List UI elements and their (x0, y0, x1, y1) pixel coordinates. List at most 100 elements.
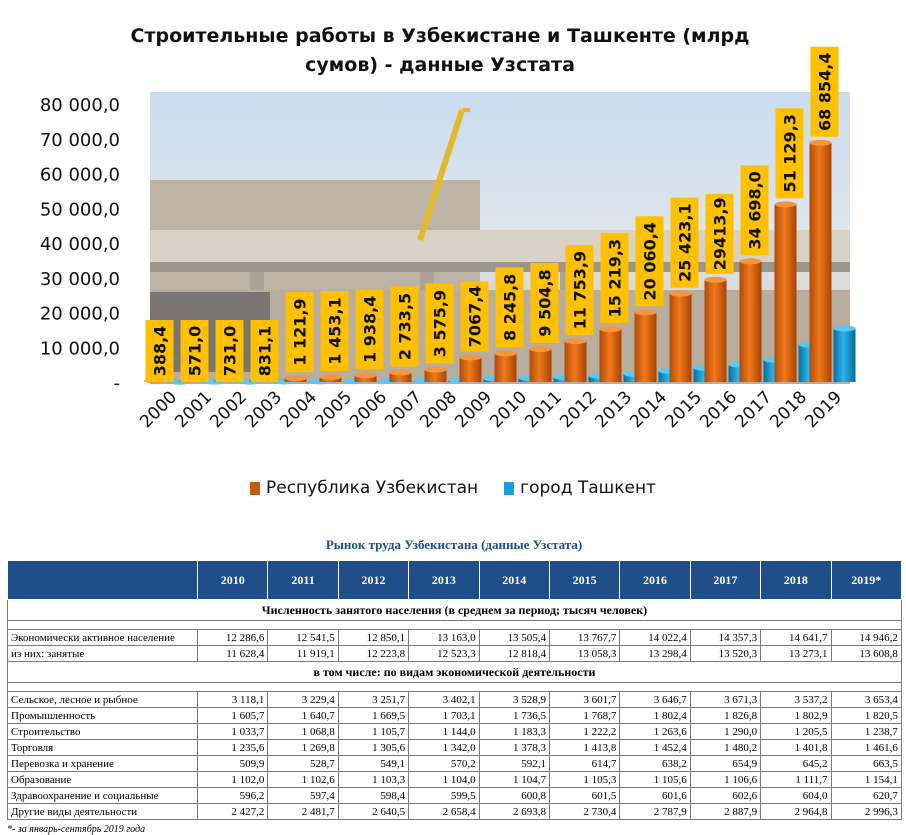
row-label: Здравоохранение и социальные (7, 787, 198, 804)
spacer-row (7, 620, 902, 630)
x-tick-label-2016: 2016 (696, 387, 741, 432)
row-label: Перевозка и хранение (7, 755, 198, 772)
bar-top-uzbekistan-2007 (389, 369, 412, 376)
bar-top-uzbekistan-2019 (809, 139, 832, 146)
table-cell: 3 528,9 (478, 691, 550, 708)
table-cell: 13 058,3 (548, 645, 621, 662)
labor-market-table-section: Рынок труда Узбекистана (данные Узстата)… (7, 530, 902, 835)
year-header: 2013 (408, 560, 480, 600)
table-cell: 599,5 (408, 787, 480, 804)
table-cell: 1 103,3 (337, 771, 410, 788)
year-header: 2011 (267, 560, 339, 600)
table-cell: 654,9 (689, 755, 762, 772)
y-tick-label: 80 000,0 (40, 95, 120, 116)
bar-uzbekistan-2012 (564, 341, 587, 382)
data-label-box-2006 (355, 289, 384, 370)
data-label-2000: 388,4 (151, 326, 170, 377)
table-cell: 1 290,0 (689, 723, 762, 740)
year-header: 2012 (337, 560, 410, 600)
table-cell: 1 305,6 (337, 739, 410, 756)
bar-top-uzbekistan-2004 (284, 375, 307, 382)
bar-top-uzbekistan-2011 (529, 345, 552, 352)
table-cell: 13 163,0 (408, 629, 480, 646)
table-cell: 620,7 (830, 787, 902, 804)
table-cell: 14 641,7 (760, 629, 832, 646)
data-label-box-2000 (145, 320, 174, 382)
bar-uzbekistan-2011 (529, 348, 552, 382)
table-cell: 12 286,6 (196, 629, 269, 646)
table-cell: 663,5 (830, 755, 902, 772)
bar-top-uzbekistan-2013 (599, 326, 622, 333)
table-cell: 1 269,8 (267, 739, 339, 756)
table-cell: 2 481,7 (267, 803, 339, 820)
y-tick-label: 60 000,0 (40, 165, 120, 186)
data-label-2015: 25 423,1 (676, 203, 695, 281)
table-cell: 1 205,5 (760, 723, 832, 740)
spacer-cell (7, 620, 902, 630)
table-cell: 604,0 (760, 787, 832, 804)
legend-swatch-orange (250, 481, 260, 495)
data-label-2004: 1 121,9 (291, 298, 310, 365)
table-cell: 570,2 (408, 755, 480, 772)
data-label-2013: 15 219,3 (606, 239, 625, 317)
bar-top-uzbekistan-2010 (494, 350, 517, 357)
y-tick-label: 70 000,0 (40, 130, 120, 151)
chart: - 10 000,0 20 000,0 30 000,0 40 000,0 50 000,… (40, 46, 856, 432)
table-cell: 597,4 (267, 787, 339, 804)
data-label-box-2008 (425, 283, 454, 364)
table-cell: 1 703,1 (408, 707, 480, 724)
x-tick-label-2017: 2017 (731, 387, 776, 432)
year-header: 2016 (619, 560, 691, 600)
data-label-box-2013 (600, 233, 629, 324)
table-cell: 1 102,6 (267, 771, 339, 788)
data-label-2010: 8 245,8 (501, 274, 520, 341)
table-cell: 1 605,7 (196, 707, 269, 724)
section-title: Численность занятого населения (в средне… (7, 599, 902, 621)
table-cell: 14 022,4 (619, 629, 691, 646)
data-label-2002: 731,0 (221, 326, 240, 377)
data-label-2016: 29413,9 (711, 197, 730, 270)
bar-uzbekistan-2016 (704, 279, 727, 382)
table-cell: 614,7 (548, 755, 621, 772)
table-cell: 1 820,5 (830, 707, 902, 724)
table-cell: 1 235,6 (196, 739, 269, 756)
table-footnote: *- за январь-сентябрь 2019 года (7, 824, 146, 835)
table-cell: 13 505,4 (478, 629, 550, 646)
table-row: Экономически активное население 12 286,6 1… (7, 629, 902, 646)
table-cell: 2 658,4 (408, 803, 480, 820)
table-row: из них: занятые 11 628,4 11 919,1 12 223,8 1… (7, 645, 902, 662)
data-label-2018: 51 129,3 (781, 114, 800, 192)
data-label-2019: 68 854,4 (816, 53, 835, 131)
y-axis: - 10 000,0 20 000,0 30 000,0 40 000,0 50 000,… (40, 95, 120, 394)
section-title: в том числе: по видам экономической деят… (7, 661, 902, 683)
table-cell: 2 693,8 (478, 803, 550, 820)
table-cell: 12 850,1 (337, 629, 410, 646)
table-cell: 2 427,2 (196, 803, 269, 820)
bar-top-tashkent-2019 (833, 325, 856, 332)
y-tick-label: 30 000,0 (40, 269, 120, 290)
row-label: Промышленность (7, 707, 198, 724)
x-tick-label-2015: 2015 (661, 387, 706, 432)
y-tick-label: 50 000,0 (40, 199, 120, 220)
table-cell: 12 223,8 (337, 645, 410, 662)
table-cell: 1 736,5 (478, 707, 550, 724)
legend: Республика Узбекистан город Ташкент (250, 478, 682, 498)
bar-uzbekistan-2008 (424, 369, 447, 382)
table-row: Образование 1 102,0 1 102,6 1 103,3 1 104,0 1… (7, 771, 902, 788)
bar-tashkent-2019 (833, 328, 856, 382)
table-cell: 592,1 (478, 755, 550, 772)
table-cell: 1 183,3 (478, 723, 550, 740)
data-label-box-2005 (320, 290, 349, 371)
table-cell: 1 640,7 (267, 707, 339, 724)
y-tick-label: 10 000,0 (40, 338, 120, 359)
x-tick-label-2002: 2002 (206, 387, 251, 432)
data-label-box-2016 (705, 193, 734, 274)
bar-top-uzbekistan-2014 (634, 309, 657, 316)
table-cell: 1 378,3 (478, 739, 550, 756)
table-cell: 2 996,3 (830, 803, 902, 820)
bar-top-uzbekistan-2015 (669, 290, 692, 297)
x-tick-label-2004: 2004 (276, 387, 321, 432)
year-header: 2018 (760, 560, 832, 600)
row-label: Экономически активное население (7, 629, 198, 646)
table-cell: 1 111,7 (760, 771, 832, 788)
